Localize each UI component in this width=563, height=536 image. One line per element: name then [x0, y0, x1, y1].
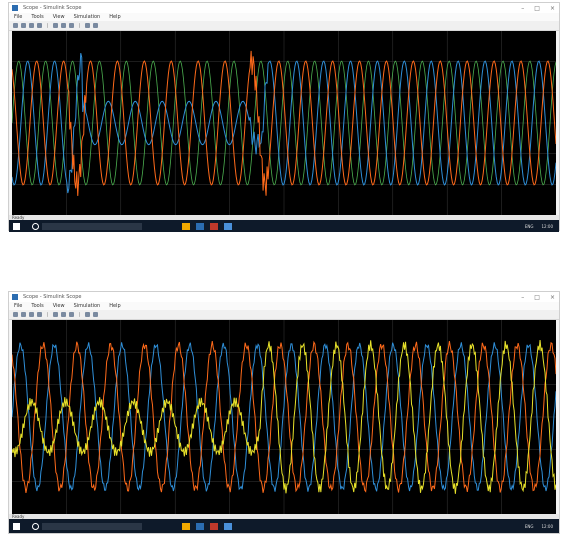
phase-b-trace — [12, 340, 556, 494]
title-bar: Scope - Simulink Scope – □ × — [9, 3, 559, 13]
file-explorer-icon[interactable] — [182, 522, 190, 530]
stop-icon[interactable] — [37, 312, 42, 317]
menu-simulation[interactable]: Simulation — [73, 303, 101, 309]
language-indicator[interactable]: ENG — [524, 523, 534, 529]
language-indicator[interactable]: ENG — [524, 223, 534, 229]
taskbar: ENG 12:00 — [9, 220, 559, 232]
matlab-icon — [12, 5, 18, 11]
menu-simulation[interactable]: Simulation — [73, 14, 101, 20]
zoom-y-icon[interactable] — [69, 23, 74, 28]
toolbar — [9, 310, 559, 320]
minimize-icon[interactable]: – — [521, 293, 525, 301]
autoscale-icon[interactable] — [85, 312, 90, 317]
taskbar: ENG 12:00 — [9, 519, 559, 533]
system-tray: ENG 12:00 — [525, 224, 553, 229]
stop-icon[interactable] — [37, 23, 42, 28]
window-title: Scope - Simulink Scope — [23, 294, 82, 300]
phase-c-trace — [12, 339, 556, 494]
toolbar-divider — [47, 23, 48, 28]
status-bar: Ready — [9, 215, 559, 220]
menu-file[interactable]: File — [14, 303, 23, 309]
phase-c-trace — [12, 50, 556, 196]
file-explorer-icon[interactable] — [182, 222, 190, 230]
step-icon[interactable] — [29, 23, 34, 28]
phase-a-trace — [12, 342, 556, 492]
toolbar-divider — [79, 23, 80, 28]
cortana-icon[interactable] — [32, 222, 39, 230]
zoom-y-icon[interactable] — [69, 312, 74, 317]
waveform-plot — [12, 320, 556, 514]
system-tray: ENG 12:00 — [525, 524, 553, 529]
zoom-in-icon[interactable] — [53, 312, 58, 317]
app-icon[interactable] — [224, 222, 232, 230]
close-icon[interactable]: × — [549, 4, 555, 12]
clock[interactable]: 12:00 — [541, 223, 553, 229]
cortana-icon[interactable] — [32, 522, 39, 530]
minimize-icon[interactable]: – — [521, 4, 525, 12]
menu-bar: File Tools View Simulation Help — [9, 13, 559, 21]
menu-help[interactable]: Help — [109, 14, 121, 20]
menu-view[interactable]: View — [52, 14, 65, 20]
scope-window-2: Scope - Simulink Scope – □ × File Tools … — [8, 291, 560, 534]
toolbar-divider — [79, 312, 80, 317]
windows-start-icon[interactable] — [13, 522, 20, 530]
settings-icon[interactable] — [13, 23, 18, 28]
matlab-icon — [12, 294, 18, 300]
status-bar: Ready — [9, 514, 559, 519]
edge-icon[interactable] — [196, 522, 204, 530]
app-icon[interactable] — [224, 522, 232, 530]
scope-window-1: Scope - Simulink Scope – □ × File Tools … — [8, 2, 560, 232]
phase-a-trace — [12, 60, 556, 186]
run-icon[interactable] — [21, 23, 26, 28]
settings-icon[interactable] — [13, 312, 18, 317]
close-icon[interactable]: × — [549, 293, 555, 301]
autoscale-icon[interactable] — [85, 23, 90, 28]
edge-icon[interactable] — [196, 222, 204, 230]
windows-start-icon[interactable] — [13, 222, 20, 230]
waveform-plot — [12, 31, 556, 215]
zoom-in-icon[interactable] — [53, 23, 58, 28]
scope-display[interactable] — [12, 31, 556, 215]
matlab-taskbar-icon[interactable] — [210, 222, 218, 230]
toolbar-divider — [47, 312, 48, 317]
taskbar-search-input[interactable] — [42, 222, 142, 230]
zoom-x-icon[interactable] — [61, 23, 66, 28]
zoom-x-icon[interactable] — [61, 312, 66, 317]
phase-b-trace — [12, 53, 556, 194]
scope-display[interactable] — [12, 320, 556, 514]
cursor-icon[interactable] — [93, 312, 98, 317]
menu-bar: File Tools View Simulation Help — [9, 302, 559, 310]
maximize-icon[interactable]: □ — [534, 4, 540, 12]
maximize-icon[interactable]: □ — [534, 293, 540, 301]
menu-help[interactable]: Help — [109, 303, 121, 309]
menu-view[interactable]: View — [52, 303, 65, 309]
toolbar — [9, 21, 559, 31]
matlab-taskbar-icon[interactable] — [210, 522, 218, 530]
run-icon[interactable] — [21, 312, 26, 317]
window-title: Scope - Simulink Scope — [23, 5, 82, 11]
cursor-icon[interactable] — [93, 23, 98, 28]
taskbar-search-input[interactable] — [42, 522, 142, 530]
menu-file[interactable]: File — [14, 14, 23, 20]
step-icon[interactable] — [29, 312, 34, 317]
menu-tools[interactable]: Tools — [31, 14, 44, 20]
title-bar: Scope - Simulink Scope – □ × — [9, 292, 559, 302]
menu-tools[interactable]: Tools — [31, 303, 44, 309]
clock[interactable]: 12:00 — [541, 523, 553, 529]
